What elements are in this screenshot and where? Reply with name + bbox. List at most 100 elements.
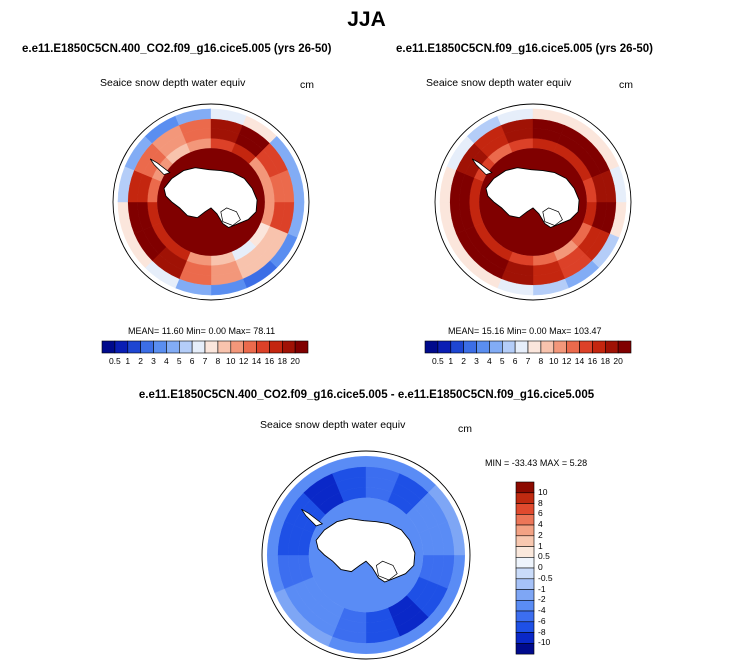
panel2-colorbar-tick-label: 18 (600, 356, 610, 366)
difference-peninsula-coastline (301, 508, 324, 527)
panel2-ice-shelf-outline (542, 207, 563, 226)
difference-ice-cell (447, 516, 466, 556)
difference-colorbar-tick-label: 0 (538, 562, 543, 572)
difference-min-value: -33.43 (511, 458, 538, 468)
panel2-colorbar-tick-label: 1 (448, 356, 454, 366)
difference-colorbar-tick-label: -8 (538, 626, 546, 637)
panel1-colorbar-tick-label: 18 (277, 356, 287, 366)
panel2-colorbar-tick-label: 2 (461, 356, 466, 366)
panel2-colorbar-tick-label: 20 (613, 356, 623, 366)
panel1-max-label: Max= (228, 326, 251, 336)
difference-colorbar-box (515, 621, 535, 633)
panel2-variable-label: Seaice snow depth water equiv (426, 77, 572, 89)
panel1-colorbar-tick-label: 10 (226, 356, 236, 366)
panel2-colorbar-tick-label: 10 (549, 356, 559, 366)
panel2-case-title: e.e11.E1850C5CN.f09_g16.cice5.005 (yrs 2… (396, 43, 654, 55)
panel2-colorbar-tick-label: 0.5 (431, 356, 444, 366)
panel1-colorbar-tick-label: 5 (176, 356, 182, 366)
panel2-mean-label: MEAN= (448, 326, 480, 336)
panel1-case-title: e.e11.E1850C5CN.400_CO2.f09_g16.cice5.00… (22, 43, 332, 55)
panel1-colorbar-tick-label: 6 (189, 356, 195, 366)
panel1-mean-value: 11.60 (161, 326, 184, 336)
panel2-colorbar-box (617, 340, 632, 354)
panel2-antarctica-coastline (485, 167, 580, 229)
panel1-max-value: 78.11 (253, 326, 276, 336)
difference-max-label: MAX = (539, 458, 568, 468)
panel1-colorbar-tick-label: 2 (138, 356, 143, 366)
difference-colorbar-tick-label: -4 (538, 605, 546, 615)
difference-colorbar-box (515, 524, 535, 537)
difference-max-value: 5.28 (569, 458, 588, 468)
panel1-colorbar-tick-label: 0.5 (108, 356, 121, 366)
panel1-stats: MEAN= 11.60 Min= 0.00 Max= 78.11 (128, 326, 275, 336)
panel1-min-label: Min= (186, 326, 206, 336)
difference-colorbar-tick-label: -2 (538, 594, 546, 605)
panel1-colorbar-tick-label: 14 (251, 356, 262, 366)
difference-variable-label: Seaice snow depth water equiv (260, 419, 406, 431)
panel2-min-label: Min= (506, 326, 527, 336)
difference-map-boundary (261, 450, 471, 660)
difference-colorbar-box (515, 503, 535, 515)
difference-colorbar-tick-label: 6 (538, 508, 543, 519)
difference-colorbar-tick-label: 2 (538, 529, 543, 540)
panel1-colorbar-tick-label: 1 (125, 356, 131, 366)
panel2-colorbar-tick-label: 5 (499, 356, 505, 366)
difference-colorbar-box (515, 599, 535, 612)
difference-colorbar-box (515, 556, 535, 569)
panel2-colorbar-tick-label: 12 (561, 356, 572, 366)
panel2-colorbar-tick-label: 14 (574, 356, 585, 366)
difference-min-label: MIN = (485, 458, 510, 468)
panel2-colorbar-tick-label: 8 (538, 356, 544, 366)
difference-colorbar-tick-label: -10 (538, 637, 551, 648)
panel1-colorbar-tick-label: 20 (290, 356, 300, 366)
difference-colorbar-box (515, 567, 535, 580)
difference-colorbar-tick-label: -0.5 (538, 572, 553, 583)
difference-colorbar-box (515, 546, 535, 558)
panel1-units-label: cm (300, 79, 314, 91)
difference-colorbar-box (515, 610, 535, 623)
panel2-ice-cell (609, 166, 627, 203)
panel2-colorbar-tick-label: 4 (487, 356, 492, 366)
panel2-min-value: 0.00 (529, 326, 547, 336)
panel2-colorbar-tick-label: 16 (587, 356, 598, 366)
panel1-colorbar-tick-label: 8 (215, 356, 221, 366)
panel1-variable-label: Seaice snow depth water equiv (100, 77, 246, 89)
difference-colorbar-box (515, 481, 535, 494)
panel1-mean-label: MEAN= (128, 326, 160, 336)
panel1-min-value: 0.00 (208, 326, 226, 336)
difference-colorbar-tick-label: 1 (538, 540, 543, 551)
difference-colorbar-tick-label: 8 (538, 497, 543, 508)
panel2-colorbar-tick-label: 3 (474, 356, 479, 366)
difference-title: e.e11.E1850C5CN.400_CO2.f09_g16.cice5.00… (138, 389, 595, 401)
panel1-colorbar-tick-label: 7 (202, 356, 208, 366)
panel1-colorbar-tick-label: 3 (151, 356, 156, 366)
difference-colorbar-box (515, 589, 535, 601)
difference-antarctica-coastline (315, 518, 416, 583)
difference-colorbar-box (515, 578, 535, 590)
figure-title: JJA (347, 8, 386, 31)
panel2-colorbar-tick-label: 6 (512, 356, 518, 366)
panel2-colorbar-tick-label: 7 (525, 356, 531, 366)
panel2-max-value: 103.47 (573, 326, 602, 336)
difference-colorbar-tick-label: -1 (538, 583, 546, 594)
difference-colorbar-tick-label: 0.5 (538, 551, 550, 562)
panel1-colorbar-tick-label: 16 (264, 356, 275, 366)
difference-stats: MIN = -33.43 MAX = 5.28 (485, 458, 587, 468)
panel1-colorbar-box (294, 340, 309, 354)
difference-colorbar-box (515, 535, 535, 547)
difference-units-label: cm (458, 423, 472, 435)
panel1-ice-cell (287, 166, 305, 203)
difference-colorbar-box (515, 642, 535, 655)
panel1-map-boundary (112, 103, 310, 301)
difference-ice-shelf-outline (376, 560, 398, 581)
panel1-ice-shelf-outline (220, 207, 241, 226)
difference-colorbar-box (515, 513, 535, 526)
difference-colorbar-tick-label: 4 (538, 519, 543, 529)
panel2-units-label: cm (619, 79, 633, 91)
